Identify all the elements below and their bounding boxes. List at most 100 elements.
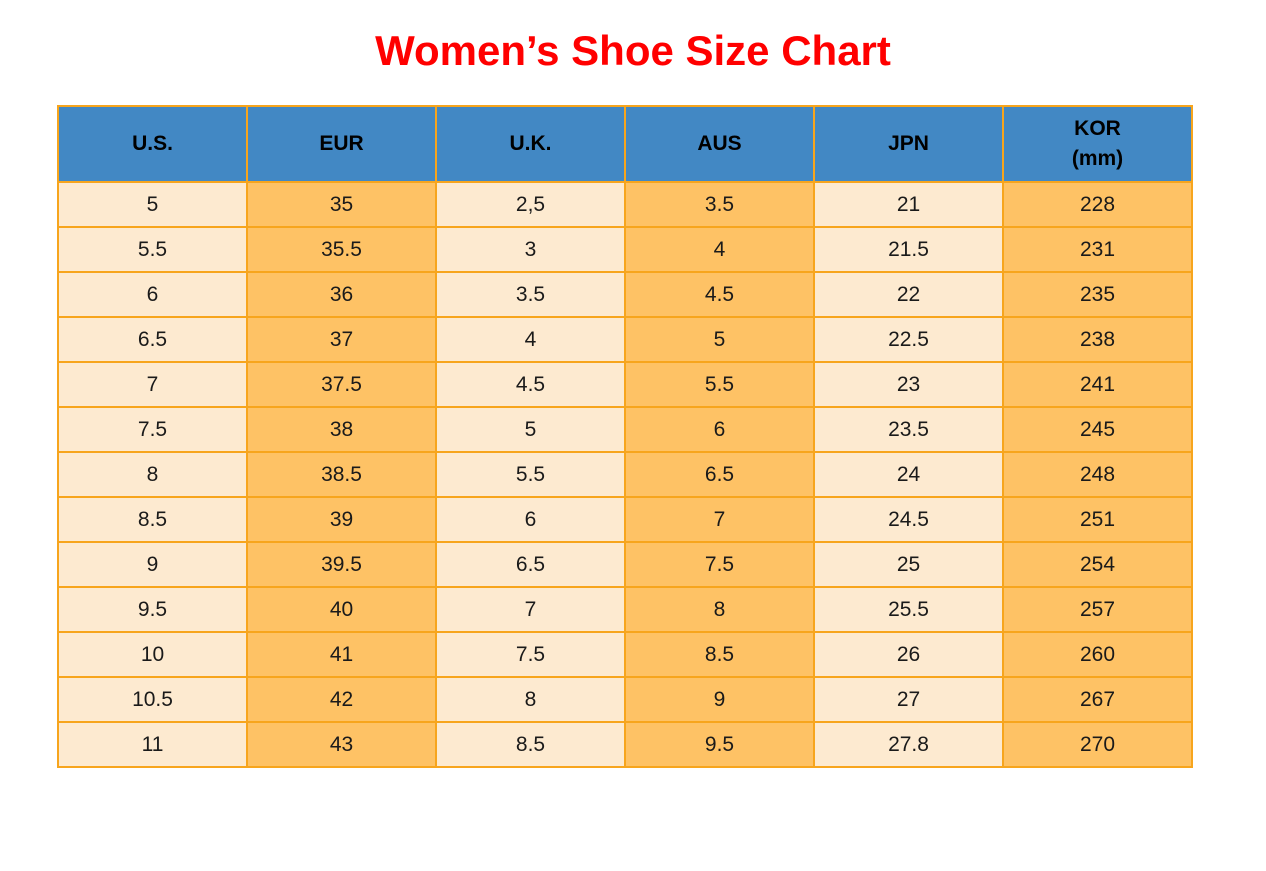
cell-eur: 35.5: [246, 226, 437, 273]
table-row: 7.5 38 5 6 23.5 245: [57, 406, 1193, 453]
cell-us: 5: [57, 181, 248, 228]
table-header: U.S. EUR U.K. AUS JPN KOR (mm): [57, 105, 1193, 183]
cell-eur: 38: [246, 406, 437, 453]
table-row: 7 37.5 4.5 5.5 23 241: [57, 361, 1193, 408]
cell-aus: 3.5: [624, 181, 815, 228]
cell-uk: 3: [435, 226, 626, 273]
cell-kor: 267: [1002, 676, 1193, 723]
cell-kor: 254: [1002, 541, 1193, 588]
cell-us: 8.5: [57, 496, 248, 543]
cell-eur: 38.5: [246, 451, 437, 498]
table-row: 10.5 42 8 9 27 267: [57, 676, 1193, 723]
table-row: 5 35 2,5 3.5 21 228: [57, 181, 1193, 228]
cell-jpn: 22: [813, 271, 1004, 318]
cell-uk: 5.5: [435, 451, 626, 498]
cell-jpn: 25: [813, 541, 1004, 588]
cell-uk: 2,5: [435, 181, 626, 228]
cell-uk: 7.5: [435, 631, 626, 678]
cell-jpn: 21: [813, 181, 1004, 228]
cell-us: 6.5: [57, 316, 248, 363]
cell-aus: 5.5: [624, 361, 815, 408]
cell-jpn: 21.5: [813, 226, 1004, 273]
column-header-aus: AUS: [624, 105, 815, 183]
table-row: 8.5 39 6 7 24.5 251: [57, 496, 1193, 543]
column-header-uk: U.K.: [435, 105, 626, 183]
cell-aus: 4.5: [624, 271, 815, 318]
cell-kor: 248: [1002, 451, 1193, 498]
cell-aus: 6: [624, 406, 815, 453]
cell-us: 7: [57, 361, 248, 408]
cell-aus: 4: [624, 226, 815, 273]
cell-jpn: 22.5: [813, 316, 1004, 363]
cell-aus: 8: [624, 586, 815, 633]
cell-aus: 5: [624, 316, 815, 363]
cell-jpn: 25.5: [813, 586, 1004, 633]
cell-kor: 245: [1002, 406, 1193, 453]
cell-kor: 241: [1002, 361, 1193, 408]
cell-kor: 238: [1002, 316, 1193, 363]
cell-aus: 8.5: [624, 631, 815, 678]
cell-eur: 39: [246, 496, 437, 543]
table-row: 11 43 8.5 9.5 27.8 270: [57, 721, 1193, 768]
cell-us: 6: [57, 271, 248, 318]
cell-kor: 270: [1002, 721, 1193, 768]
cell-uk: 4: [435, 316, 626, 363]
cell-uk: 5: [435, 406, 626, 453]
cell-jpn: 23: [813, 361, 1004, 408]
table-row: 8 38.5 5.5 6.5 24 248: [57, 451, 1193, 498]
cell-kor: 228: [1002, 181, 1193, 228]
cell-jpn: 27: [813, 676, 1004, 723]
table-row: 5.5 35.5 3 4 21.5 231: [57, 226, 1193, 273]
cell-us: 7.5: [57, 406, 248, 453]
cell-kor: 251: [1002, 496, 1193, 543]
cell-uk: 6.5: [435, 541, 626, 588]
cell-us: 10.5: [57, 676, 248, 723]
cell-uk: 6: [435, 496, 626, 543]
cell-kor: 260: [1002, 631, 1193, 678]
cell-us: 9: [57, 541, 248, 588]
table-row: 6.5 37 4 5 22.5 238: [57, 316, 1193, 363]
cell-uk: 8.5: [435, 721, 626, 768]
cell-us: 11: [57, 721, 248, 768]
table-row: 6 36 3.5 4.5 22 235: [57, 271, 1193, 318]
cell-us: 10: [57, 631, 248, 678]
cell-uk: 4.5: [435, 361, 626, 408]
cell-jpn: 24: [813, 451, 1004, 498]
cell-kor: 231: [1002, 226, 1193, 273]
cell-jpn: 27.8: [813, 721, 1004, 768]
cell-jpn: 23.5: [813, 406, 1004, 453]
table-row: 9 39.5 6.5 7.5 25 254: [57, 541, 1193, 588]
cell-uk: 3.5: [435, 271, 626, 318]
cell-us: 5.5: [57, 226, 248, 273]
cell-aus: 7.5: [624, 541, 815, 588]
column-header-eur: EUR: [246, 105, 437, 183]
column-header-us: U.S.: [57, 105, 248, 183]
shoe-size-table: U.S. EUR U.K. AUS JPN KOR (mm) 5 35 2,5 3.5 21 228…: [57, 105, 1193, 768]
cell-jpn: 24.5: [813, 496, 1004, 543]
header-row: U.S. EUR U.K. AUS JPN KOR (mm): [57, 105, 1193, 183]
cell-eur: 40: [246, 586, 437, 633]
table-body: 5 35 2,5 3.5 21 228 5.5 35.5 3 4 21.5 231 6 36 3.5 4.5 2…: [57, 181, 1193, 768]
cell-eur: 37.5: [246, 361, 437, 408]
page: Women’s Shoe Size Chart U.S. EUR U.K. AUS JP…: [0, 30, 1266, 871]
cell-uk: 8: [435, 676, 626, 723]
column-header-kor: KOR (mm): [1002, 105, 1193, 183]
cell-us: 9.5: [57, 586, 248, 633]
cell-kor: 235: [1002, 271, 1193, 318]
cell-eur: 43: [246, 721, 437, 768]
table-row: 10 41 7.5 8.5 26 260: [57, 631, 1193, 678]
cell-uk: 7: [435, 586, 626, 633]
cell-eur: 41: [246, 631, 437, 678]
cell-eur: 39.5: [246, 541, 437, 588]
cell-eur: 37: [246, 316, 437, 363]
cell-eur: 42: [246, 676, 437, 723]
cell-eur: 36: [246, 271, 437, 318]
cell-aus: 6.5: [624, 451, 815, 498]
cell-us: 8: [57, 451, 248, 498]
cell-jpn: 26: [813, 631, 1004, 678]
cell-eur: 35: [246, 181, 437, 228]
table-row: 9.5 40 7 8 25.5 257: [57, 586, 1193, 633]
cell-aus: 9: [624, 676, 815, 723]
cell-aus: 7: [624, 496, 815, 543]
cell-aus: 9.5: [624, 721, 815, 768]
